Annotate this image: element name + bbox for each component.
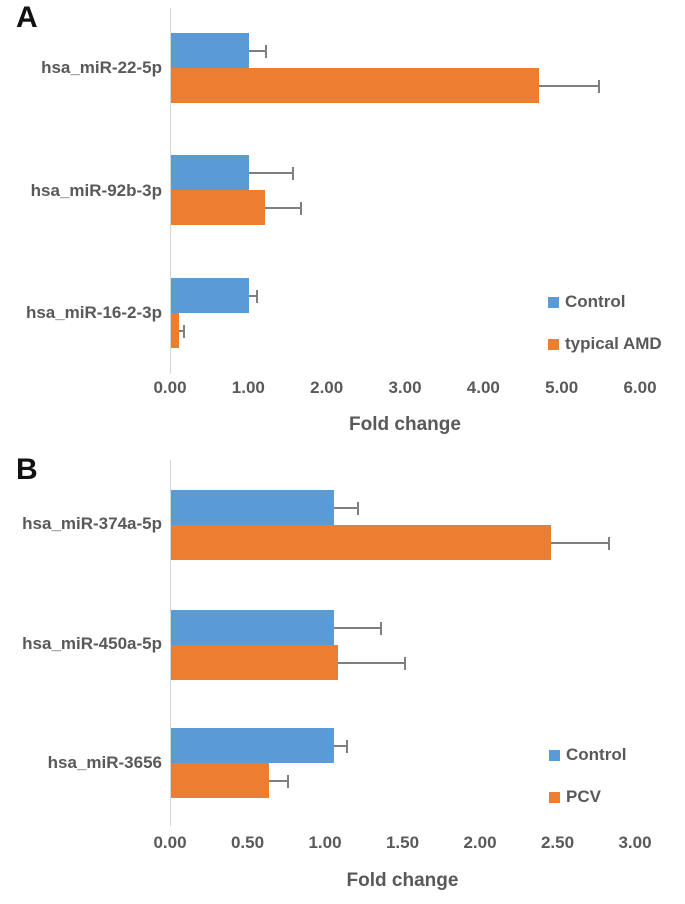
bar-control-hsa-mir-16-2-3p — [171, 278, 249, 313]
error-bar-cap-typical-amd-hsa-mir-22-5p — [598, 80, 600, 93]
error-bar-cap-typical-amd-hsa-mir-92b-3p — [300, 202, 302, 215]
x-tick-label-b-4: 2.00 — [463, 833, 497, 852]
bar-control-hsa-mir-374a-5p — [171, 490, 334, 525]
x-tick-label-b-6: 3.00 — [618, 833, 652, 852]
legend-swatch-typical-amd — [548, 338, 559, 350]
error-bar-pcv-hsa-mir-374a-5p — [551, 542, 608, 544]
x-tick-label-a-3: 3.00 — [388, 378, 422, 397]
error-bar-pcv-hsa-mir-3656 — [269, 780, 287, 782]
bar-control-hsa-mir-22-5p — [171, 33, 249, 68]
bar-control-hsa-mir-450a-5p — [171, 610, 334, 645]
category-label-hsa-mir-3656: hsa_miR-3656 — [47, 753, 162, 772]
x-tick-label-a-1: 1.00 — [231, 378, 265, 397]
category-label-hsa-mir-92b-3p: hsa_miR-92b-3p — [30, 181, 162, 200]
bar-control-hsa-mir-92b-3p — [171, 155, 249, 190]
bar-typical-amd-hsa-mir-22-5p — [171, 68, 539, 103]
error-bar-cap-control-hsa-mir-374a-5p — [357, 502, 359, 515]
error-bar-cap-control-hsa-mir-3656 — [346, 740, 348, 753]
legend-label-typical-amd: typical AMD — [565, 334, 662, 353]
legend-swatch-control — [549, 749, 560, 761]
bar-pcv-hsa-mir-3656 — [171, 763, 269, 798]
x-tick-label-b-5: 2.50 — [540, 833, 575, 852]
error-bar-control-hsa-mir-450a-5p — [334, 627, 380, 629]
error-bar-cap-pcv-hsa-mir-374a-5p — [608, 537, 610, 550]
error-bar-cap-control-hsa-mir-450a-5p — [380, 622, 382, 635]
error-bar-cap-control-hsa-mir-16-2-3p — [256, 290, 258, 303]
error-bar-control-hsa-mir-92b-3p — [249, 172, 292, 174]
category-label-hsa-mir-450a-5p: hsa_miR-450a-5p — [22, 634, 162, 653]
error-bar-control-hsa-mir-22-5p — [249, 50, 265, 52]
legend-swatch-control — [548, 296, 559, 308]
panel-letter-b: B — [16, 453, 38, 486]
x-tick-label-a-0: 0.00 — [153, 378, 187, 397]
bar-pcv-hsa-mir-450a-5p — [171, 645, 338, 680]
error-bar-typical-amd-hsa-mir-22-5p — [539, 85, 598, 87]
plot-area-a — [170, 8, 641, 374]
category-label-hsa-mir-16-2-3p: hsa_miR-16-2-3p — [25, 303, 162, 322]
error-bar-cap-typical-amd-hsa-mir-16-2-3p — [183, 325, 185, 338]
legend-swatch-pcv — [549, 791, 560, 803]
legend-label-pcv: PCV — [566, 787, 601, 806]
x-tick-label-b-2: 1.00 — [308, 833, 342, 852]
legend-label-control: Control — [566, 745, 627, 764]
error-bar-cap-pcv-hsa-mir-3656 — [287, 775, 289, 788]
legend-item-typical-amd: typical AMD — [548, 335, 662, 353]
x-tick-label-a-6: 6.00 — [623, 378, 657, 397]
bar-typical-amd-hsa-mir-92b-3p — [171, 190, 265, 225]
legend-label-control: Control — [565, 292, 626, 311]
legend-item-pcv: PCV — [549, 788, 601, 806]
x-tick-label-b-3: 1.50 — [385, 833, 420, 852]
x-tick-label-a-2: 2.00 — [310, 378, 344, 397]
error-bar-control-hsa-mir-374a-5p — [334, 507, 357, 509]
error-bar-control-hsa-mir-16-2-3p — [249, 295, 256, 297]
category-label-hsa-mir-374a-5p: hsa_miR-374a-5p — [22, 514, 162, 533]
panel-letter-a: A — [16, 1, 38, 34]
plot-area-b — [170, 460, 636, 826]
legend-item-control: Control — [548, 293, 625, 311]
bar-pcv-hsa-mir-374a-5p — [171, 525, 551, 560]
error-bar-typical-amd-hsa-mir-92b-3p — [265, 207, 300, 209]
x-tick-label-a-5: 5.00 — [545, 378, 579, 397]
bar-control-hsa-mir-3656 — [171, 728, 334, 763]
bar-typical-amd-hsa-mir-16-2-3p — [171, 313, 179, 348]
error-bar-cap-control-hsa-mir-22-5p — [265, 45, 267, 58]
legend-item-control: Control — [549, 746, 626, 764]
category-label-hsa-mir-22-5p: hsa_miR-22-5p — [41, 58, 162, 77]
x-axis-title-b: Fold change — [346, 870, 459, 891]
error-bar-typical-amd-hsa-mir-16-2-3p — [179, 330, 183, 332]
error-bar-pcv-hsa-mir-450a-5p — [338, 662, 404, 664]
x-tick-label-a-4: 4.00 — [466, 378, 500, 397]
error-bar-cap-control-hsa-mir-92b-3p — [292, 167, 294, 180]
x-axis-title-a: Fold change — [349, 414, 461, 435]
x-tick-label-b-0: 0.00 — [153, 833, 187, 852]
error-bar-cap-pcv-hsa-mir-450a-5p — [404, 657, 406, 670]
x-tick-label-b-1: 0.50 — [230, 833, 265, 852]
error-bar-control-hsa-mir-3656 — [334, 745, 346, 747]
